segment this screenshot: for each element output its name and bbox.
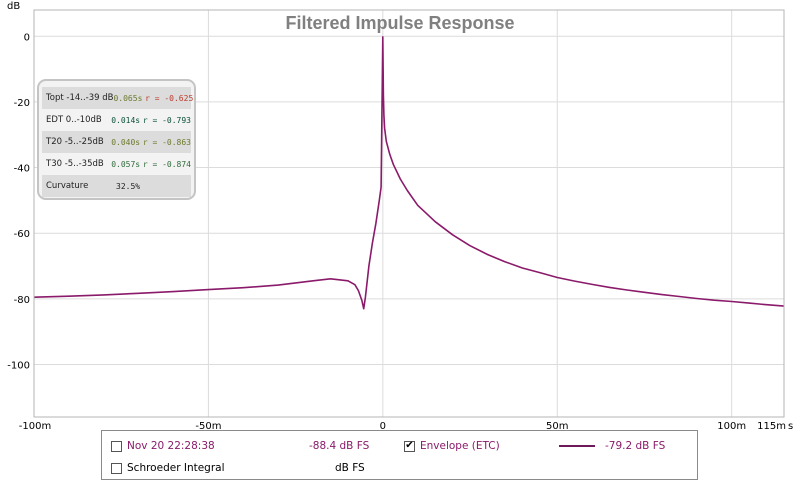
info-label: T30 -5..-35dB bbox=[46, 159, 104, 169]
legend-line-swatch bbox=[559, 445, 595, 447]
y-tick-label: -20 bbox=[14, 98, 30, 109]
y-tick-label: 0 bbox=[24, 32, 30, 43]
y-tick-label: -80 bbox=[14, 295, 30, 306]
x-tick-label: 115m bbox=[757, 421, 786, 430]
x-tick-label: 0 bbox=[380, 421, 386, 430]
info-row-curvature: Curvature 32.5% bbox=[42, 175, 191, 197]
info-label: Curvature bbox=[46, 181, 89, 191]
legend-panel: Nov 20 22:28:38 -88.4 dB FS ✔ Envelope (… bbox=[101, 430, 698, 480]
y-axis-unit: dB bbox=[7, 1, 20, 12]
info-row-t30: T30 -5..-35dB 0.057s r = -0.874 bbox=[42, 153, 191, 175]
y-tick-label: -60 bbox=[14, 229, 30, 240]
info-label: EDT 0..-10dB bbox=[46, 115, 102, 125]
info-row-topt: Topt -14..-39 dB 0.065s r = -0.625 bbox=[42, 87, 194, 109]
x-tick-label: 50m bbox=[546, 421, 568, 430]
x-tick-label: -100m bbox=[19, 421, 51, 430]
info-row-t20: T20 -5..-25dB 0.040s r = -0.863 bbox=[42, 131, 191, 153]
info-value: 0.014s bbox=[111, 115, 141, 125]
legend-label-schroeder: Schroeder Integral bbox=[127, 462, 225, 474]
y-tick-label: -40 bbox=[14, 164, 30, 175]
info-value: 0.040s bbox=[111, 137, 141, 147]
x-tick-label: -50m bbox=[195, 421, 221, 430]
x-tick-label: 100m bbox=[717, 421, 746, 430]
grid-lines bbox=[34, 10, 784, 417]
check-icon: ✔ bbox=[405, 440, 414, 451]
info-r-value: r = -0.874 bbox=[142, 159, 191, 169]
plot-frame bbox=[33, 9, 785, 418]
series-line-envelope-etc bbox=[33, 36, 785, 310]
info-label: T20 -5..-25dB bbox=[46, 137, 104, 147]
info-value: 0.065s bbox=[113, 93, 143, 103]
y-tick-label: -100 bbox=[7, 360, 30, 371]
decay-info-box[interactable]: Topt -14..-39 dB 0.065s r = -0.625 EDT 0… bbox=[37, 79, 196, 200]
info-r-value: r = -0.625 bbox=[145, 93, 194, 103]
legend-value-measurement: -88.4 dB FS bbox=[309, 440, 370, 452]
legend-item-envelope[interactable]: ✔ Envelope (ETC) bbox=[404, 440, 500, 452]
legend-value-schroeder: dB FS bbox=[335, 462, 365, 474]
legend-item-measurement[interactable]: Nov 20 22:28:38 bbox=[111, 440, 215, 452]
legend-label-measurement: Nov 20 22:28:38 bbox=[127, 440, 215, 452]
chart-area: dB Filtered Impulse Response 0 -20 -40 -60 -… bbox=[7, 1, 793, 430]
legend-item-schroeder[interactable]: Schroeder Integral bbox=[111, 462, 225, 474]
info-value: 32.5% bbox=[116, 181, 141, 191]
x-axis-unit: s bbox=[788, 421, 793, 430]
info-row-edt: EDT 0..-10dB 0.014s r = -0.793 bbox=[42, 109, 191, 131]
chart-title: Filtered Impulse Response bbox=[285, 13, 514, 33]
info-value: 0.057s bbox=[111, 159, 141, 169]
x-tick-labels: -100m -50m 0 50m 100m 115m bbox=[19, 421, 786, 430]
info-r-value: r = -0.863 bbox=[142, 137, 191, 147]
y-tick-labels: 0 -20 -40 -60 -80 -100 bbox=[7, 32, 30, 371]
legend-checkbox-schroeder[interactable] bbox=[111, 462, 122, 474]
info-label: Topt -14..-39 dB bbox=[46, 93, 114, 103]
legend-checkbox-envelope[interactable]: ✔ bbox=[404, 440, 415, 452]
info-r-value: r = -0.793 bbox=[142, 115, 191, 125]
legend-checkbox-measurement[interactable] bbox=[111, 440, 122, 452]
legend-value-envelope: -79.2 dB FS bbox=[605, 440, 666, 452]
legend-label-envelope: Envelope (ETC) bbox=[420, 440, 500, 452]
